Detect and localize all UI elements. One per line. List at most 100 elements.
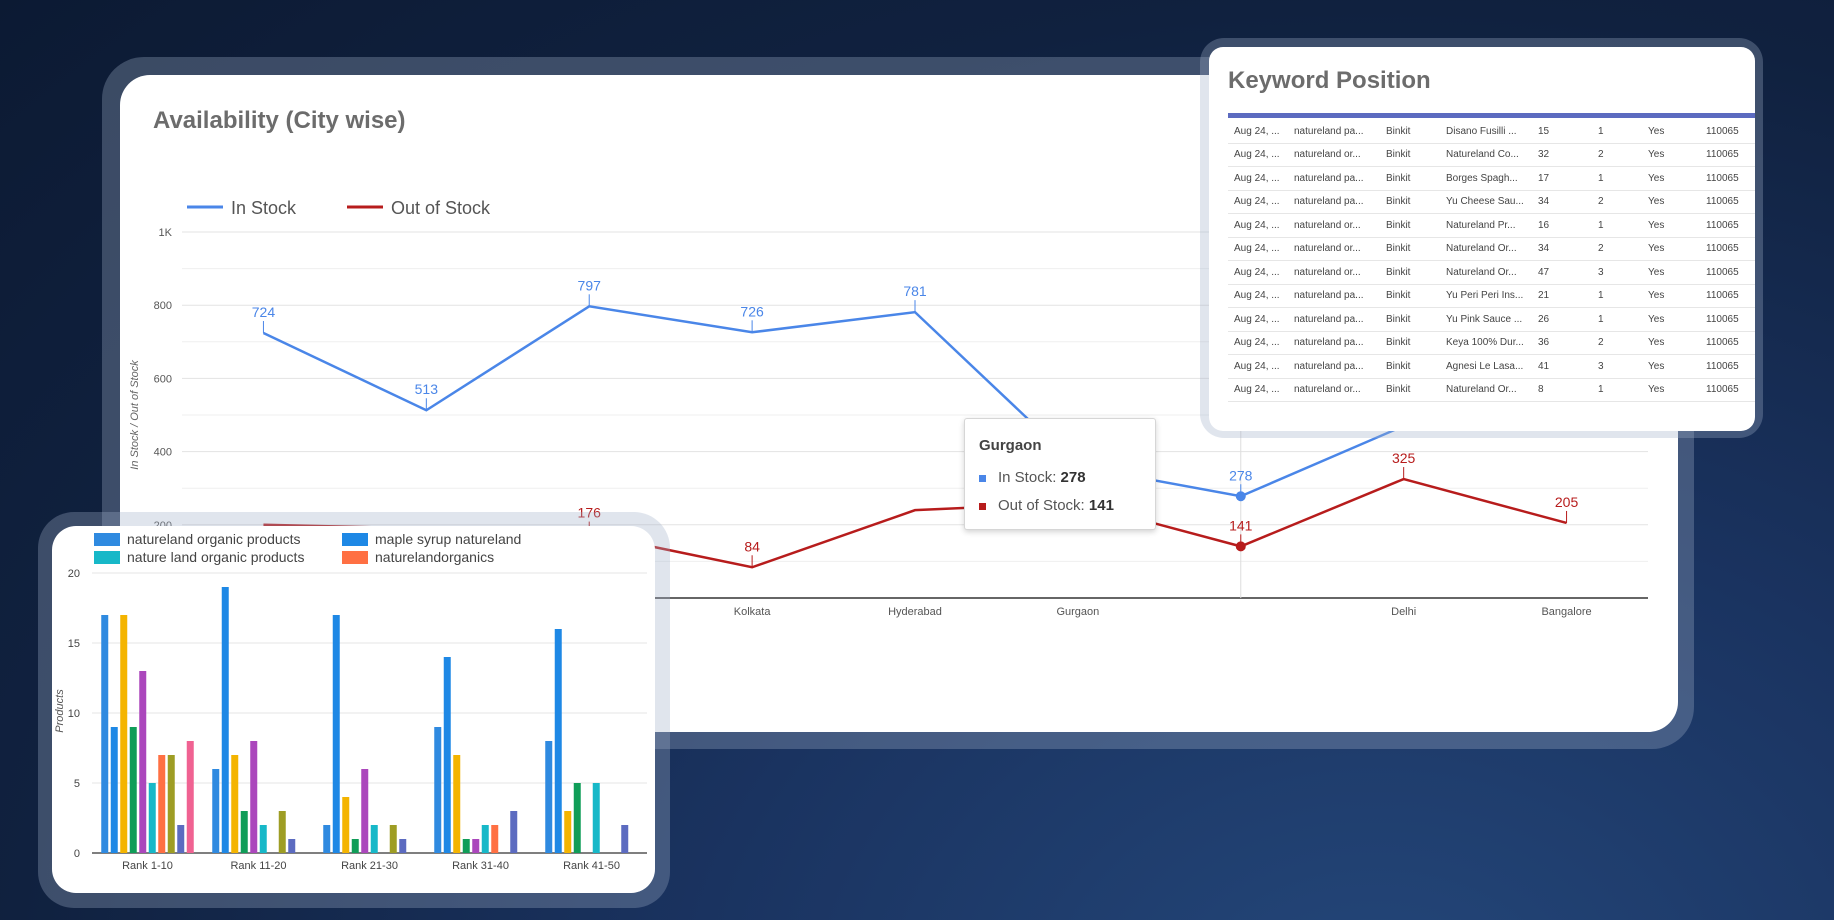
rank-bar[interactable]: [443, 657, 451, 853]
table-cell: Binkit: [1380, 166, 1440, 191]
rank-bar[interactable]: [462, 839, 470, 853]
legend-label-1: Out of Stock: [391, 198, 491, 218]
table-cell: Natureland Or...: [1440, 378, 1532, 402]
highlight-point-in-stock[interactable]: [1235, 491, 1246, 502]
x-tick-label: Delhi: [1391, 606, 1416, 618]
table-row[interactable]: Aug 24, ... natureland pa... Binkit Borges …: [1228, 166, 1755, 191]
table-cell: Aug 24, ...: [1228, 307, 1288, 332]
table-cell: natureland pa...: [1288, 120, 1380, 144]
rank-bar[interactable]: [288, 839, 296, 853]
table-row[interactable]: Aug 24, ... natureland pa... Binkit Yu Pink…: [1228, 307, 1755, 332]
availability-y-axis-label: In Stock / Out of Stock: [129, 360, 141, 470]
table-cell: Natureland Or...: [1440, 237, 1532, 261]
rank-legend: natureland organic products maple syrup n…: [94, 531, 521, 565]
table-cell: Aug 24, ...: [1228, 213, 1288, 238]
rank-bar[interactable]: [554, 629, 562, 853]
table-cell: 1: [1592, 120, 1642, 144]
rank-bar[interactable]: [110, 727, 118, 853]
rank-bar[interactable]: [120, 615, 128, 853]
rank-bar[interactable]: [370, 825, 378, 853]
rank-bar[interactable]: [250, 741, 258, 853]
data-label: 278: [1229, 467, 1253, 483]
table-cell: Yes: [1642, 237, 1700, 261]
table-cell: Natureland Pr...: [1440, 213, 1532, 238]
table-cell: 110065: [1700, 166, 1755, 191]
rank-bar[interactable]: [342, 797, 350, 853]
table-cell: 110065: [1700, 378, 1755, 402]
rank-x-tick-label: Rank 21-30: [341, 860, 398, 872]
rank-bar[interactable]: [148, 783, 156, 853]
data-label: 797: [578, 277, 602, 293]
rank-bar[interactable]: [573, 783, 581, 853]
rank-bar[interactable]: [186, 741, 194, 853]
rank-bar[interactable]: [129, 727, 137, 853]
table-cell: Yes: [1642, 284, 1700, 308]
rank-bar[interactable]: [139, 671, 147, 853]
table-cell: Yu Pink Sauce ...: [1440, 307, 1532, 332]
data-label: 325: [1392, 450, 1416, 466]
table-row[interactable]: Aug 24, ... natureland or... Binkit Naturel…: [1228, 143, 1755, 167]
availability-title: Availability (City wise): [153, 107, 406, 134]
table-cell: 2: [1592, 331, 1642, 355]
rank-bar[interactable]: [545, 741, 553, 853]
rank-bar[interactable]: [434, 727, 442, 853]
rank-bar[interactable]: [351, 839, 359, 853]
rank-bar[interactable]: [491, 825, 499, 853]
table-row[interactable]: Aug 24, ... natureland or... Binkit Naturel…: [1228, 237, 1755, 261]
table-cell: Aug 24, ...: [1228, 260, 1288, 285]
rank-bar[interactable]: [231, 755, 239, 853]
rank-bar[interactable]: [453, 755, 461, 853]
table-cell: Binkit: [1380, 331, 1440, 355]
table-cell: 110065: [1700, 190, 1755, 214]
table-row[interactable]: Aug 24, ... natureland or... Binkit Naturel…: [1228, 378, 1755, 402]
table-cell: Yes: [1642, 378, 1700, 402]
table-row[interactable]: Aug 24, ... natureland pa... Binkit Yu Peri…: [1228, 284, 1755, 308]
table-cell: Yes: [1642, 143, 1700, 167]
table-cell: Yes: [1642, 213, 1700, 238]
rank-bar[interactable]: [101, 615, 109, 853]
table-cell: Yes: [1642, 190, 1700, 214]
rank-bar[interactable]: [621, 825, 629, 853]
rank-bar[interactable]: [481, 825, 489, 853]
rank-bar[interactable]: [240, 811, 248, 853]
availability-x-axis: Kolkata Hyderabad Gurgaon Delhi Bangalore: [734, 606, 1592, 618]
table-cell: Binkit: [1380, 120, 1440, 144]
table-row[interactable]: Aug 24, ... natureland pa... Binkit Agnesi …: [1228, 354, 1755, 379]
rank-bar[interactable]: [399, 839, 407, 853]
data-label: 84: [744, 538, 760, 554]
rank-bar[interactable]: [278, 811, 286, 853]
chart-tooltip: Gurgaon In Stock: 278 Out of Stock: 141: [964, 418, 1156, 530]
rank-bar[interactable]: [361, 769, 369, 853]
y-tick-label: 800: [154, 300, 172, 312]
table-row[interactable]: Aug 24, ... natureland or... Binkit Naturel…: [1228, 260, 1755, 285]
rank-bar[interactable]: [510, 811, 518, 853]
table-cell: Natureland Co...: [1440, 143, 1532, 167]
table-cell: 17: [1532, 166, 1592, 191]
table-cell: Aug 24, ...: [1228, 284, 1288, 308]
rank-bar[interactable]: [177, 825, 185, 853]
rank-bar[interactable]: [564, 811, 572, 853]
rank-bar[interactable]: [472, 839, 480, 853]
table-cell: 41: [1532, 354, 1592, 379]
x-tick-label: Bangalore: [1541, 606, 1591, 618]
table-cell: 110065: [1700, 331, 1755, 355]
table-row[interactable]: Aug 24, ... natureland pa... Binkit Keya 10…: [1228, 331, 1755, 355]
rank-bar[interactable]: [158, 755, 166, 853]
table-row[interactable]: Aug 24, ... natureland pa... Binkit Disano …: [1228, 120, 1755, 144]
table-cell: Aug 24, ...: [1228, 143, 1288, 167]
rank-bar[interactable]: [167, 755, 175, 853]
rank-bar[interactable]: [389, 825, 397, 853]
table-row[interactable]: Aug 24, ... natureland pa... Binkit Yu Chee…: [1228, 190, 1755, 214]
rank-y-tick-label: 5: [74, 778, 80, 790]
table-cell: 2: [1592, 143, 1642, 167]
rank-bar[interactable]: [332, 615, 340, 853]
rank-bar[interactable]: [221, 587, 229, 853]
rank-bar[interactable]: [212, 769, 220, 853]
table-row[interactable]: Aug 24, ... natureland or... Binkit Naturel…: [1228, 213, 1755, 238]
data-label: 141: [1229, 517, 1253, 533]
table-cell: 1: [1592, 378, 1642, 402]
rank-bar[interactable]: [259, 825, 267, 853]
rank-bar[interactable]: [592, 783, 600, 853]
highlight-point-out-stock[interactable]: [1235, 541, 1246, 552]
rank-bar[interactable]: [323, 825, 331, 853]
